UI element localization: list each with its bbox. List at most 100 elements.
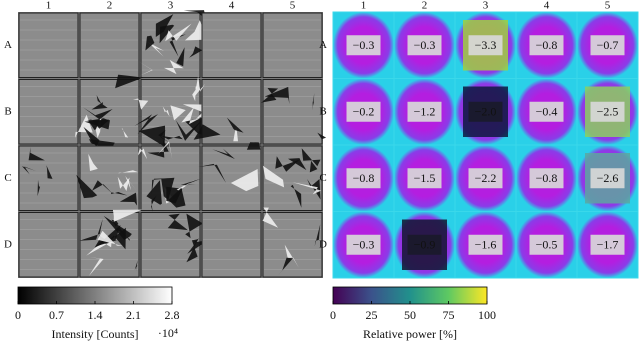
value-box xyxy=(407,168,442,189)
crack-region xyxy=(165,23,192,42)
crack-region xyxy=(146,180,162,205)
crack-region xyxy=(193,124,221,140)
crack-region xyxy=(111,219,119,227)
crack-region xyxy=(96,225,121,247)
crack-region xyxy=(91,102,108,110)
value-box xyxy=(529,234,564,255)
crack-region xyxy=(134,114,158,135)
crack-region xyxy=(147,41,164,57)
cell-value: −2.2 xyxy=(475,171,497,185)
crack-region xyxy=(86,241,112,256)
column-label: 3 xyxy=(168,0,174,12)
column-label: 4 xyxy=(229,0,235,12)
crack-region xyxy=(275,156,300,172)
value-box xyxy=(468,101,503,122)
crack-region xyxy=(164,59,184,75)
crack-region xyxy=(312,93,315,111)
crack-region xyxy=(183,10,207,20)
cell-value: −0.8 xyxy=(536,171,558,185)
row-label: C xyxy=(319,172,326,184)
crack-region xyxy=(161,135,183,140)
crack-region xyxy=(96,95,102,109)
crack-region xyxy=(92,180,113,194)
crack-region xyxy=(117,176,130,191)
cell-value: −0.8 xyxy=(536,38,558,52)
crack-region xyxy=(151,178,171,195)
colorbar-multiplier: ·10⁴ xyxy=(158,326,178,340)
el-cell xyxy=(201,212,262,278)
crack-region xyxy=(118,170,139,174)
colorbar-tick-label: 2.8 xyxy=(165,308,180,322)
value-box xyxy=(346,234,381,255)
value-box xyxy=(407,35,442,56)
crack-region xyxy=(28,147,45,161)
el-cell xyxy=(201,12,262,78)
crack-region xyxy=(185,213,203,239)
row-label: D xyxy=(319,238,327,250)
crack-region xyxy=(226,117,244,133)
cell-value: −1.5 xyxy=(414,171,436,185)
crack-region xyxy=(277,257,293,276)
colorbar-tick-label: 25 xyxy=(366,308,378,322)
value-box xyxy=(468,168,503,189)
colorbar-label: Intensity [Counts] xyxy=(52,327,139,341)
column-label: 5 xyxy=(605,0,611,12)
value-box xyxy=(346,101,381,122)
value-box xyxy=(529,168,564,189)
crack-region xyxy=(161,177,175,201)
crack-region xyxy=(97,230,123,246)
value-box xyxy=(346,35,381,56)
el-cell xyxy=(79,12,140,78)
crack-region xyxy=(262,207,279,228)
row-label: A xyxy=(4,39,12,51)
column-label: 1 xyxy=(361,0,367,12)
colorbar-tick-label: 0 xyxy=(15,308,21,322)
cell-value: −0.5 xyxy=(536,238,558,252)
colorbar-tick-label: 1.4 xyxy=(88,308,103,322)
crack-region xyxy=(145,35,155,51)
crack-region xyxy=(176,47,185,67)
colorbar-label: Relative power [%] xyxy=(363,327,457,341)
cell-value: −0.3 xyxy=(353,238,375,252)
crack-region xyxy=(233,126,238,142)
cell-value: −2.5 xyxy=(597,105,619,119)
crack-region xyxy=(292,182,322,195)
cell-value: −0.2 xyxy=(353,105,375,119)
crack-region xyxy=(175,120,203,141)
crack-region xyxy=(246,142,261,150)
crack-region xyxy=(76,174,98,199)
cell-value: −0.4 xyxy=(536,105,558,119)
el-cell xyxy=(140,12,201,78)
column-label: 5 xyxy=(290,0,296,12)
crack-region xyxy=(132,98,149,110)
crack-region xyxy=(198,163,226,183)
crack-region xyxy=(106,227,126,250)
cell-value: −0.8 xyxy=(353,171,375,185)
crack-region xyxy=(170,105,186,121)
colorbar-tick-label: 0.7 xyxy=(49,308,64,322)
crack-region xyxy=(134,260,138,272)
el-cell xyxy=(18,212,79,278)
value-box xyxy=(407,101,442,122)
crack-region xyxy=(46,165,53,179)
colorbar-tick-label: 75 xyxy=(443,308,455,322)
crack-region xyxy=(186,239,199,263)
crack-region xyxy=(168,187,186,208)
crack-region xyxy=(88,153,98,171)
colorbar-tick-label: 2.1 xyxy=(126,308,141,322)
crack-region xyxy=(115,74,144,89)
value-box xyxy=(590,35,625,56)
crack-region xyxy=(138,61,153,76)
el-cell xyxy=(79,212,140,278)
crack-region xyxy=(88,257,104,276)
cell-value: −2.0 xyxy=(475,105,497,119)
cell-value: −1.2 xyxy=(414,105,436,119)
value-box xyxy=(529,35,564,56)
value-box xyxy=(590,168,625,189)
column-label: 1 xyxy=(46,0,52,12)
crack-region xyxy=(284,244,299,268)
crack-region xyxy=(261,88,279,103)
column-label: 2 xyxy=(422,0,428,12)
el-cell xyxy=(262,12,323,78)
